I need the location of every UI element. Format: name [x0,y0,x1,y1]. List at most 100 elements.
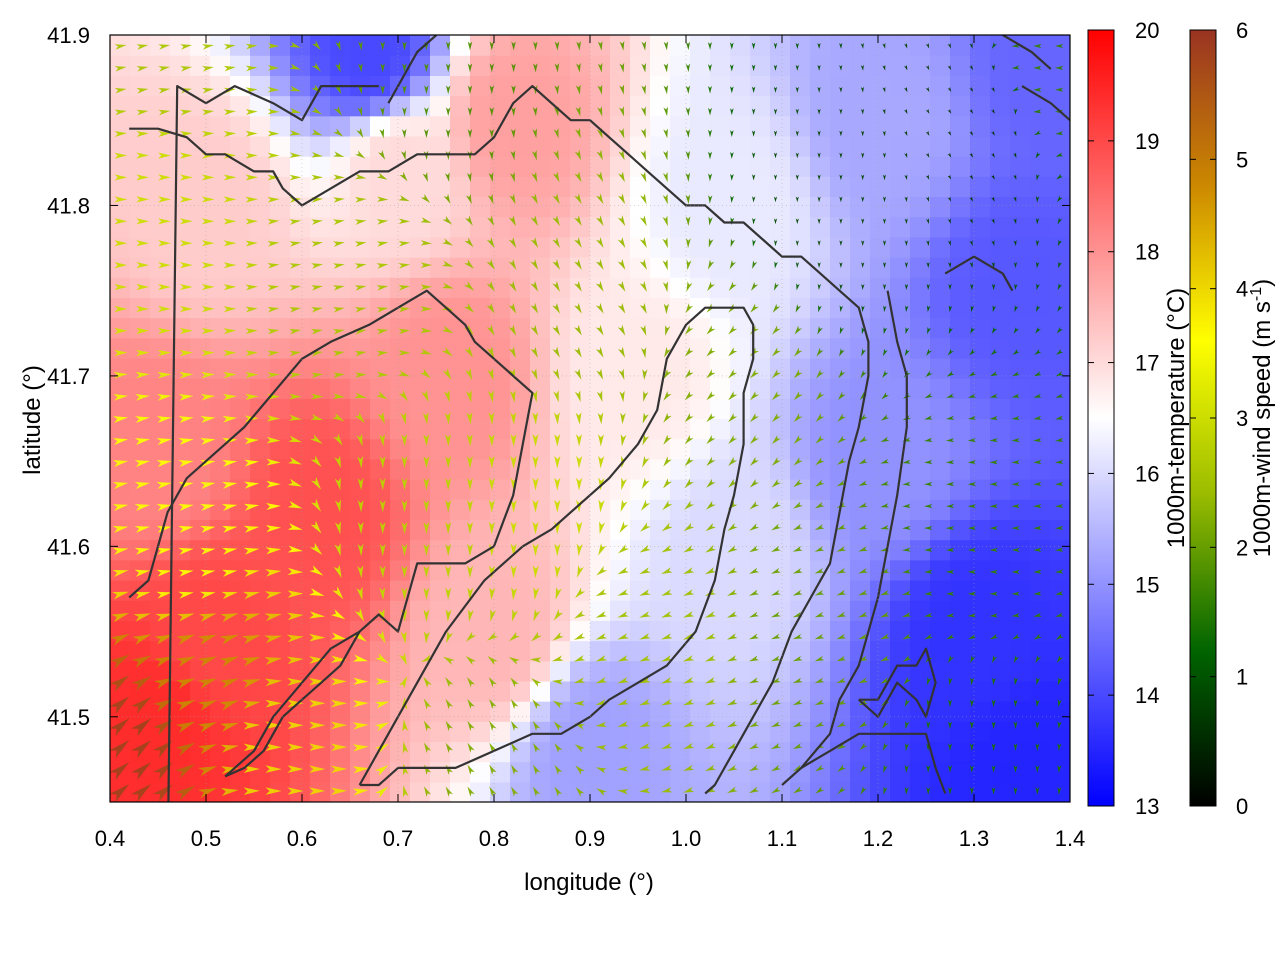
heatmap-cell [790,115,811,137]
wind-arrow [354,372,367,378]
wind-arrow [402,785,409,798]
heatmap-cell [450,458,471,480]
heatmap-cell [850,115,871,137]
heatmap-cell [170,741,191,763]
heatmap-cell [190,741,211,763]
heatmap-cell [470,781,491,802]
heatmap-cell [850,35,871,56]
heatmap-cell [690,781,711,802]
heatmap-cell [550,479,571,500]
heatmap-cell [610,438,631,460]
heatmap-cell [470,680,491,702]
heatmap-cell [490,378,511,399]
heatmap-cell [510,135,531,157]
heatmap-cell [290,55,311,76]
heatmap-cell [190,398,211,420]
heatmap-cell [950,297,971,319]
heatmap-cell [930,600,951,621]
heatmap-cell [1050,115,1070,137]
heatmap-cell [690,519,711,541]
heatmap-cell [610,539,631,561]
heatmap-cell [910,559,931,581]
wind-arrow [334,542,341,557]
heatmap-cell [930,559,951,581]
heatmap-cell [430,438,451,460]
wind-arrow [465,655,477,666]
heatmap-cell [790,317,811,339]
wind-arrow [398,195,410,202]
heatmap-cell [870,196,891,218]
heatmap-cell [450,499,471,521]
heatmap-cell [430,600,451,621]
heatmap-cell [310,357,331,379]
heatmap-cell [150,277,171,298]
heatmap-cell [310,35,331,56]
wind-arrow [114,262,128,269]
heatmap-cell [930,458,951,480]
wind-arrow [158,88,171,94]
heatmap-cell [990,115,1011,137]
wind-arrow [243,743,260,752]
wind-arrow [136,196,150,203]
heatmap-cell [610,519,631,541]
heatmap-cell [910,781,931,802]
heatmap-cell [790,398,811,420]
wind-arrow [110,675,130,692]
heatmap-cell [830,257,851,278]
heatmap-cell [770,761,791,783]
heatmap-cell [1010,761,1031,783]
heatmap-cell [970,701,991,722]
heatmap-cell [750,176,771,198]
heatmap-cell [150,317,171,339]
heatmap-cell [1050,519,1070,541]
wind-arrow [354,285,367,291]
heatmap-cell [1030,398,1051,420]
heatmap-cell [190,438,211,460]
heatmap-cell [350,337,371,359]
heatmap-cell [510,156,531,177]
heatmap-cell [950,479,971,500]
wind-arrow [333,564,342,579]
x-axis-title: longitude (°) [524,869,654,896]
heatmap-cell [230,35,251,56]
wind-arrow [245,109,258,115]
heatmap-cell [810,458,831,480]
heatmap-cell [110,156,131,177]
heatmap-cell [250,559,271,581]
heatmap-cell [550,701,571,722]
wind-arrow [221,788,239,796]
heatmap-cell [590,398,611,420]
wind-arrow [180,44,193,50]
heatmap-cell [750,559,771,581]
heatmap-cell [510,640,531,662]
heatmap-cell [490,95,511,117]
wind-arrow [223,109,236,116]
wind-arrow [289,174,302,181]
heatmap-cell [810,75,831,97]
colorbar-tick-label: 17 [1135,351,1159,376]
wind-arrow [197,700,218,711]
heatmap-cell [870,357,891,379]
heatmap-cell [290,196,311,218]
heatmap-cell [730,438,751,460]
heatmap-cell [790,438,811,460]
heatmap-cell [790,559,811,581]
heatmap-cell [770,559,791,581]
wind-arrow [355,173,367,180]
heatmap-cell [1050,236,1070,258]
wind-arrow [374,701,390,709]
heatmap-cell [930,357,951,379]
wind-arrow [444,412,451,425]
heatmap-cell [630,55,651,76]
heatmap-cell [590,95,611,117]
wind-arrow [200,569,216,577]
heatmap-cell [550,781,571,802]
heatmap-cell [1050,398,1070,420]
heatmap-cell [530,721,551,743]
heatmap-cell [930,176,951,198]
heatmap-cell [990,418,1011,440]
heatmap-cell [470,297,491,319]
heatmap-cell [590,357,611,379]
heatmap-cell [310,559,331,581]
wind-arrow [134,438,151,446]
